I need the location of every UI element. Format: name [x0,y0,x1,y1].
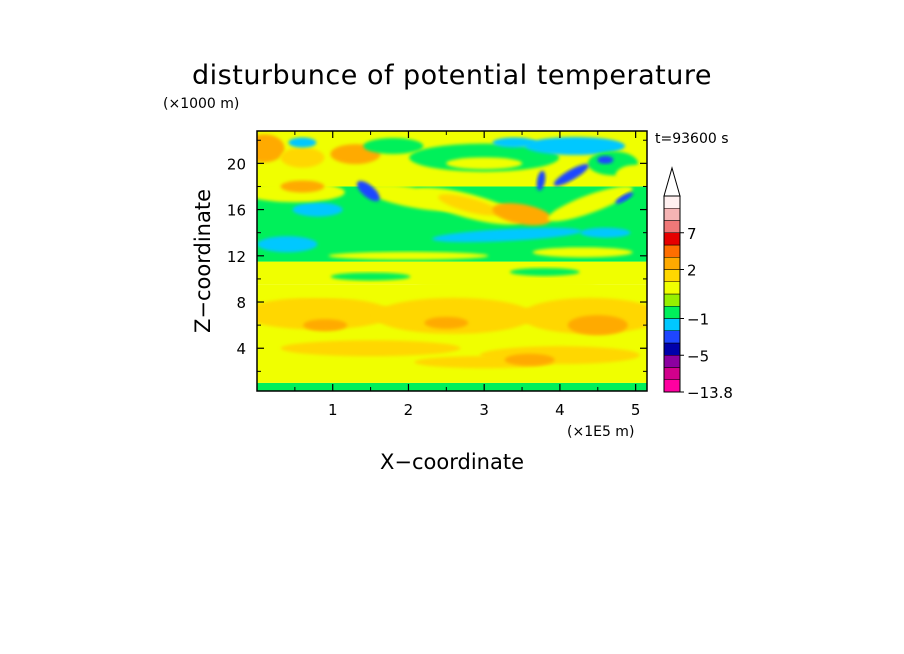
field-blob [492,203,552,226]
colorbar-segment [663,342,681,356]
colorbar-segment [663,244,681,258]
field-blob [446,157,523,170]
colorbar-segment [663,195,681,209]
colorbar-label: 2 [687,262,697,280]
y-axis: 4 8 12 16 20 [227,139,647,372]
y-tick-label: 16 [227,202,246,220]
field-blob [292,202,343,217]
x-unit-label: (×1E5 m) [567,424,634,440]
field-blob [547,186,633,222]
field-blob [373,297,534,334]
colorbar-label: −5 [687,347,709,365]
x-axis: 1 2 3 4 5 [294,131,641,419]
field-blob [567,315,628,336]
colorbar: 7 2 −1 −5 −13.8 [663,166,733,402]
field-blob [257,297,393,330]
field-blob [615,164,647,185]
colorbar-segment [663,281,681,295]
field-blob [615,192,634,204]
x-tick-label: 1 [328,401,338,419]
chart-title: disturbunce of potential temperature [192,60,712,91]
contour-field [257,131,647,391]
x-axis-label: X−coordinate [380,450,524,474]
field-blob [288,137,317,148]
colorbar-segment [663,379,681,393]
field-blob [330,272,411,281]
field-blob [280,180,325,193]
field-blob [280,340,461,357]
field-blob [257,236,318,253]
y-tick-label: 20 [227,155,246,173]
colorbar-segment [663,293,681,307]
field-blob [356,180,380,202]
field-band [257,382,647,391]
colorbar-frame [663,195,681,393]
field-blob [416,278,597,289]
colorbar-segment [663,367,681,380]
field-blob [553,164,589,186]
field-blob [525,137,626,156]
colorbar-segment [663,306,681,319]
field-blob [504,353,555,366]
x-tick-label: 3 [479,401,489,419]
field-blob [432,227,582,243]
colorbar-segment [663,220,681,233]
field-blob [532,247,633,258]
colorbar-segment [663,232,681,246]
field-blob [424,316,469,329]
field-blob [303,319,348,332]
y-unit-label: (×1000 m) [163,96,239,112]
colorbar-segment [663,318,681,331]
colorbar-segment [663,355,681,368]
y-tick-label: 8 [236,294,246,312]
y-tick-label: 12 [227,248,246,266]
field-blob [597,155,614,164]
colorbar-segment [663,330,681,344]
x-tick-label: 2 [404,401,414,419]
field-blob [536,170,546,191]
colorbar-segment [663,269,681,282]
colorbar-label: −13.8 [687,384,733,402]
field-blob [580,227,631,238]
x-tick-label: 4 [555,401,565,419]
field-blob [257,134,285,163]
x-tick-label: 5 [631,401,641,419]
colorbar-segment [663,208,681,221]
time-label: t=93600 s [655,131,729,147]
field-blob [267,288,428,297]
y-axis-label: Z−coordinate [191,189,215,333]
colorbar-extension [663,166,681,197]
field-blob [363,138,424,155]
field-blob [438,194,501,216]
field-blob [328,251,489,260]
colorbar-segment [663,257,681,270]
colorbar-label: −1 [687,311,709,329]
field-blob [509,267,580,276]
colorbar-label: 7 [687,225,697,243]
field-blob [335,169,436,186]
plot-frame [256,130,648,392]
field-blob [280,147,325,168]
y-tick-label: 4 [236,340,246,358]
